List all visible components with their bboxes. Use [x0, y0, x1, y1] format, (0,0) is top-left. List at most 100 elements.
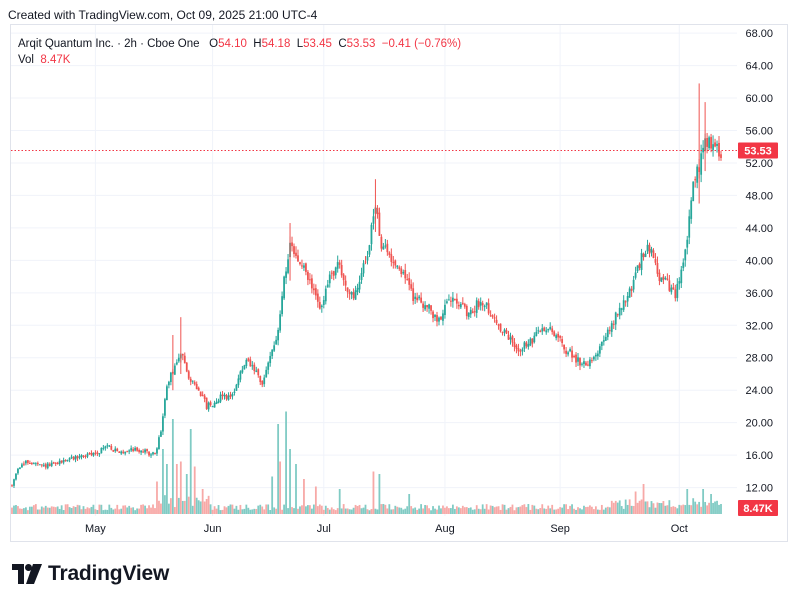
- candle: [495, 315, 498, 326]
- volume-bar: [497, 506, 500, 514]
- volume-bar: [241, 509, 244, 514]
- volume-bar: [716, 500, 718, 514]
- candle: [25, 459, 27, 466]
- candle: [201, 391, 204, 397]
- candle: [146, 448, 148, 454]
- candle: [396, 265, 399, 270]
- candle: [571, 345, 573, 363]
- candle: [213, 400, 216, 408]
- candle: [410, 279, 413, 292]
- grid-lines: [11, 25, 737, 516]
- volume-bar: [491, 505, 494, 514]
- volume-bar: [388, 504, 391, 514]
- candle: [646, 239, 649, 255]
- candle: [596, 350, 599, 360]
- candle: [493, 313, 496, 323]
- volume-bar: [134, 510, 137, 514]
- volume-bar: [543, 508, 546, 514]
- candle: [332, 270, 335, 281]
- y-tick-label: 68.00: [745, 28, 773, 40]
- candle: [221, 390, 224, 400]
- price-axis: 12.00 16.00 20.00 24.00 28.00 32.00 36.00 40.00…: [745, 28, 773, 494]
- candle: [489, 310, 492, 317]
- volume-bar: [672, 506, 675, 514]
- volume-bar: [479, 509, 482, 514]
- candle: [173, 363, 176, 376]
- volume-bar: [82, 506, 85, 514]
- candle: [475, 297, 478, 318]
- volume-bar: [527, 504, 530, 514]
- candle: [644, 250, 647, 258]
- y-tick-label: 56.00: [745, 126, 773, 138]
- volume-bar: [517, 507, 520, 514]
- volume-bar: [40, 506, 43, 514]
- volume-bar: [217, 505, 220, 514]
- tradingview-logo[interactable]: TradingView: [12, 562, 169, 586]
- candle: [503, 328, 506, 337]
- candle: [120, 450, 123, 455]
- candle: [408, 272, 411, 291]
- volume-bar: [96, 510, 99, 514]
- candle: [305, 262, 307, 276]
- volume-bar: [54, 507, 57, 514]
- volume-bar: [444, 507, 446, 514]
- volume-bar: [60, 505, 63, 514]
- candle: [471, 308, 474, 314]
- volume-bar: [187, 496, 190, 514]
- candle: [48, 462, 51, 467]
- candle: [487, 298, 490, 316]
- volume-bar: [416, 509, 419, 514]
- volume-bar: [223, 506, 226, 514]
- y-tick-label: 24.00: [745, 385, 773, 397]
- candle: [664, 276, 667, 281]
- volume-bar: [446, 506, 448, 514]
- volume-bar: [197, 500, 200, 514]
- chart-frame[interactable]: [10, 24, 788, 542]
- volume-bar: [426, 505, 428, 514]
- volume-bar: [348, 509, 351, 514]
- volume-bar: [493, 507, 496, 514]
- candle: [598, 343, 601, 357]
- candle: [82, 455, 85, 459]
- candle: [507, 330, 510, 340]
- volume-bar: [666, 505, 669, 514]
- candle: [54, 462, 57, 466]
- volume-bar: [42, 507, 45, 514]
- candle: [551, 325, 554, 335]
- candle: [428, 303, 430, 314]
- volume-bar: [316, 506, 319, 514]
- volume-bar: [144, 505, 146, 514]
- volume-bar: [305, 506, 307, 514]
- candle: [406, 273, 409, 281]
- volume-bar: [642, 484, 645, 514]
- volume-bar: [577, 507, 579, 514]
- candle: [138, 448, 141, 454]
- volume-bar: [281, 509, 283, 514]
- candle: [348, 289, 351, 300]
- volume-bar: [160, 503, 162, 514]
- volume-bar: [100, 504, 103, 514]
- candle: [594, 352, 597, 361]
- volume-bar: [112, 509, 115, 514]
- volume-bar: [525, 507, 528, 514]
- candle: [102, 444, 105, 451]
- candle: [301, 259, 303, 269]
- candle: [78, 453, 81, 460]
- volume-bar: [98, 504, 101, 514]
- volume-bar: [150, 507, 152, 514]
- candle: [259, 375, 262, 386]
- candle: [299, 261, 301, 266]
- candle: [690, 197, 693, 224]
- volume-bar: [293, 508, 295, 514]
- candle: [225, 393, 228, 401]
- legend-ohlc-row: Arqit Quantum Inc. · 2h · Cboe One O54.1…: [18, 38, 462, 50]
- volume-bar: [610, 500, 613, 514]
- candle: [211, 405, 214, 408]
- candle: [720, 150, 722, 161]
- candle: [307, 270, 309, 286]
- volume-bar: [620, 506, 623, 514]
- candle: [523, 340, 526, 353]
- volume-bar: [606, 506, 609, 514]
- volume-bar: [344, 508, 347, 514]
